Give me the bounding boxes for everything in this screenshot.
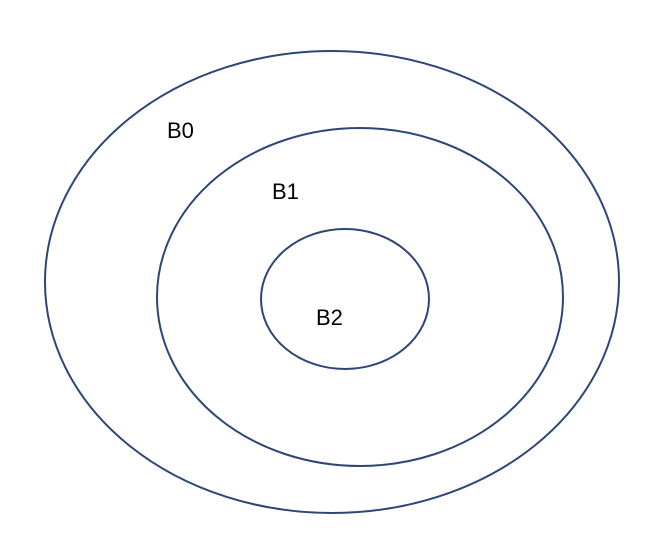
label-b2: B2 (316, 305, 343, 330)
ellipse-b2 (260, 228, 430, 370)
ellipse-b1 (156, 127, 564, 467)
label-b1: B1 (272, 179, 299, 204)
ellipse-b0 (44, 50, 620, 514)
label-b0: B0 (167, 118, 194, 143)
